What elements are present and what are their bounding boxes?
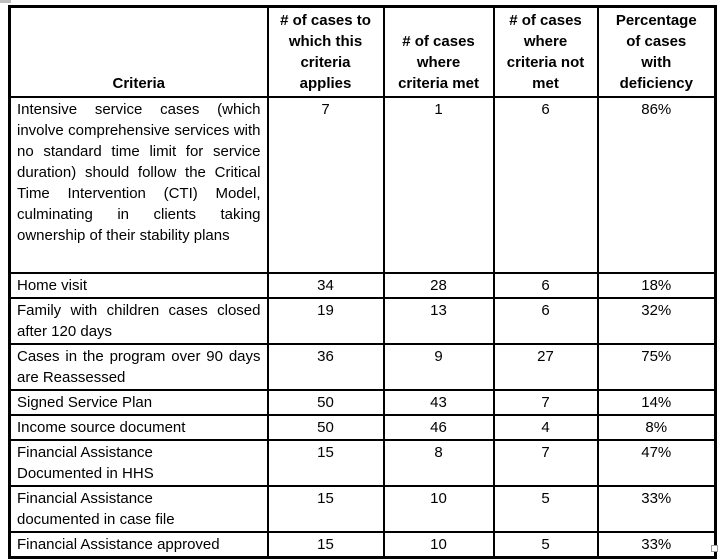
cases-met-cell: 9 — [382, 343, 495, 391]
header-criteria: Criteria — [8, 5, 269, 98]
cases-not-met-cell: 6 — [492, 297, 599, 345]
cases-not-met-cell: 6 — [492, 272, 599, 299]
table-row: Home visit 34 28 6 18% — [8, 272, 717, 299]
criteria-cell: Income source document — [8, 414, 269, 441]
cases-applies-cell: 50 — [266, 389, 385, 416]
header-cases-applies: # of cases to which this criteria applie… — [266, 5, 385, 98]
cases-not-met-cell: 5 — [492, 531, 599, 559]
table-row: Intensive service cases (which involve c… — [8, 96, 717, 274]
criteria-cell: Home visit — [8, 272, 269, 299]
cases-applies-cell: 34 — [266, 272, 385, 299]
cases-met-cell: 8 — [382, 439, 495, 487]
deficiency-cell: 47% — [596, 439, 717, 487]
table-row: Financial Assistance approved 15 10 5 33… — [8, 531, 717, 559]
cases-applies-cell: 50 — [266, 414, 385, 441]
table-row: Income source document 50 46 4 8% — [8, 414, 717, 441]
criteria-cell: Financial Assistance documented in case … — [8, 485, 269, 533]
deficiency-cell: 14% — [596, 389, 717, 416]
cases-not-met-cell: 27 — [492, 343, 599, 391]
header-row: Criteria # of cases to which this criter… — [8, 5, 717, 98]
criteria-cell: Financial Assistance Documented in HHS — [8, 439, 269, 487]
header-deficiency: Percentage of cases with deficiency — [596, 5, 717, 98]
table-resize-handle[interactable] — [711, 545, 718, 552]
table-row: Signed Service Plan 50 43 7 14% — [8, 389, 717, 416]
cases-not-met-cell: 6 — [492, 96, 599, 274]
table-row: Cases in the program over 90 days are Re… — [8, 343, 717, 391]
table-row: Financial Assistance Documented in HHS 1… — [8, 439, 717, 487]
cases-met-cell: 46 — [382, 414, 495, 441]
cases-not-met-cell: 4 — [492, 414, 599, 441]
cases-met-cell: 10 — [382, 531, 495, 559]
cases-not-met-cell: 7 — [492, 389, 599, 416]
header-cases-not-met: # of cases where criteria not met — [492, 5, 599, 98]
header-cases-met: # of cases where criteria met — [382, 5, 495, 98]
cases-met-cell: 43 — [382, 389, 495, 416]
cropped-ui-fragment — [0, 0, 11, 3]
cases-applies-cell: 19 — [266, 297, 385, 345]
table-body: Intensive service cases (which involve c… — [8, 96, 717, 559]
cases-applies-cell: 36 — [266, 343, 385, 391]
criteria-cell: Intensive service cases (which involve c… — [8, 96, 269, 274]
criteria-audit-table: Criteria # of cases to which this criter… — [8, 5, 717, 559]
cases-applies-cell: 15 — [266, 485, 385, 533]
deficiency-cell: 86% — [596, 96, 717, 274]
deficiency-cell: 33% — [596, 485, 717, 533]
cases-applies-cell: 15 — [266, 531, 385, 559]
cases-met-cell: 10 — [382, 485, 495, 533]
deficiency-cell: 18% — [596, 272, 717, 299]
cases-applies-cell: 7 — [266, 96, 385, 274]
deficiency-cell: 32% — [596, 297, 717, 345]
criteria-cell: Signed Service Plan — [8, 389, 269, 416]
cases-met-cell: 13 — [382, 297, 495, 345]
cases-applies-cell: 15 — [266, 439, 385, 487]
deficiency-cell: 33% — [596, 531, 717, 559]
deficiency-cell: 8% — [596, 414, 717, 441]
cases-met-cell: 1 — [382, 96, 495, 274]
cases-not-met-cell: 5 — [492, 485, 599, 533]
cases-not-met-cell: 7 — [492, 439, 599, 487]
table-row: Financial Assistance documented in case … — [8, 485, 717, 533]
criteria-cell: Family with children cases closed after … — [8, 297, 269, 345]
cases-met-cell: 28 — [382, 272, 495, 299]
criteria-cell: Financial Assistance approved — [8, 531, 269, 559]
deficiency-cell: 75% — [596, 343, 717, 391]
table-header: Criteria # of cases to which this criter… — [8, 5, 717, 98]
criteria-cell: Cases in the program over 90 days are Re… — [8, 343, 269, 391]
table-row: Family with children cases closed after … — [8, 297, 717, 345]
